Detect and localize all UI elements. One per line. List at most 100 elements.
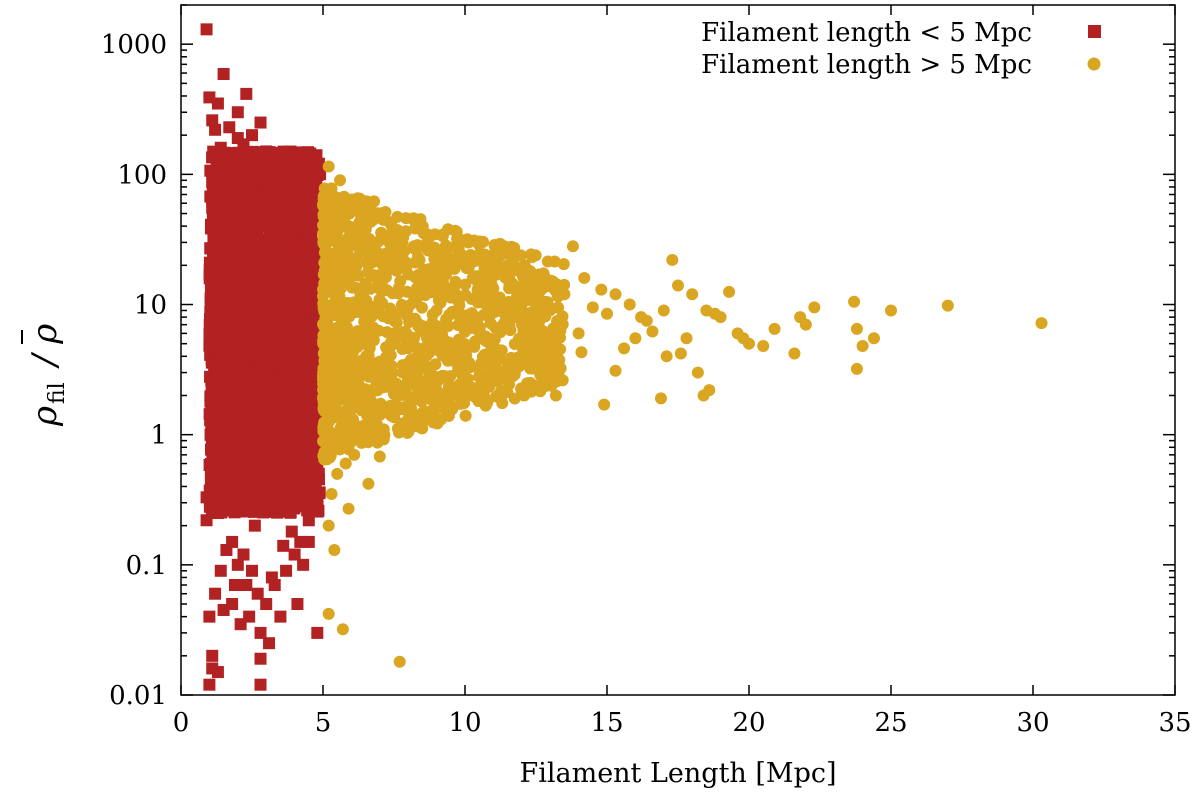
data-point-series-1-2609 xyxy=(209,123,222,136)
data-point-series-2-1283 xyxy=(322,382,335,395)
data-point-series-1-2535 xyxy=(204,292,217,305)
data-point-series-2-991 xyxy=(473,238,486,251)
data-point-series-1-2579 xyxy=(238,204,251,217)
data-point-series-2-1156 xyxy=(376,252,389,265)
data-point-series-2-1091 xyxy=(317,284,330,297)
data-point-series-2-1351 xyxy=(598,398,611,411)
data-point-series-1-2504 xyxy=(275,406,288,419)
data-point-series-1-2646 xyxy=(302,535,315,548)
data-point-series-2-1237 xyxy=(336,235,349,248)
data-point-series-1-2536 xyxy=(235,292,248,305)
data-point-series-2-1233 xyxy=(351,340,364,353)
data-point-series-1-2043 xyxy=(259,326,272,339)
data-point-series-1-2534 xyxy=(255,171,268,184)
data-point-series-1-2555 xyxy=(271,252,284,265)
data-point-series-2-1246 xyxy=(429,358,442,371)
data-point-series-2-1314 xyxy=(447,259,460,272)
data-point-series-1-2481 xyxy=(205,423,218,436)
data-point-series-2-1249 xyxy=(470,291,483,304)
data-point-series-2-1212 xyxy=(330,404,343,417)
data-point-series-1-2527 xyxy=(220,470,233,483)
data-point-series-1-2541 xyxy=(238,368,251,381)
data-point-series-2-1388 xyxy=(618,342,631,355)
data-point-series-2-1231 xyxy=(337,265,350,278)
data-point-series-2-1302 xyxy=(322,197,335,210)
data-point-series-2-816 xyxy=(483,380,496,393)
data-point-series-1-2479 xyxy=(241,264,254,277)
data-point-series-2-993 xyxy=(447,381,460,394)
data-point-series-2-1104 xyxy=(481,396,494,409)
data-point-series-2-1346 xyxy=(941,299,954,312)
data-point-series-1-2663 xyxy=(277,539,290,552)
data-point-series-2-1282 xyxy=(394,388,407,401)
data-point-series-1-2624 xyxy=(311,496,324,509)
data-point-series-1-2643 xyxy=(263,637,276,650)
data-point-series-1-2351 xyxy=(269,205,282,218)
plot-frame xyxy=(180,4,1176,696)
data-point-series-1-2528 xyxy=(230,233,243,246)
data-point-series-1-2566 xyxy=(207,328,220,341)
data-point-series-2-1290 xyxy=(353,325,366,338)
data-point-series-1-2607 xyxy=(254,116,267,129)
data-point-series-2-1329 xyxy=(672,279,684,292)
data-point-series-2-1221 xyxy=(317,373,330,386)
data-point-series-2-1240 xyxy=(338,366,351,379)
data-point-series-1-2421 xyxy=(222,212,235,225)
y-axis-title: ρ fil / ρ xyxy=(21,324,70,427)
data-point-series-1-2648 xyxy=(254,652,267,665)
data-point-series-1-2410 xyxy=(262,271,275,284)
data-point-series-2-1169 xyxy=(317,329,330,342)
data-point-series-2-1393 xyxy=(799,318,812,331)
data-point-series-2-1396 xyxy=(476,332,489,345)
data-point-series-2-1245 xyxy=(427,407,440,420)
data-point-series-2-1086 xyxy=(439,239,452,252)
data-point-series-2-1406 xyxy=(490,348,503,361)
data-point-series-2-1244 xyxy=(483,304,496,317)
data-point-series-2-1330 xyxy=(686,288,699,301)
data-point-series-1-2574 xyxy=(205,382,218,395)
x-tick-label-0: 0 xyxy=(173,708,190,738)
data-point-series-2-1222 xyxy=(442,223,455,236)
data-point-series-1-2635 xyxy=(217,603,230,616)
data-point-series-2-1377 xyxy=(629,332,642,345)
data-point-series-1-2551 xyxy=(240,392,253,405)
data-point-series-1-2244 xyxy=(251,309,264,322)
data-point-series-2-1284 xyxy=(322,440,335,453)
data-point-series-1-2590 xyxy=(226,414,239,427)
data-point-series-2-1369 xyxy=(336,623,349,636)
data-point-series-1-2664 xyxy=(237,548,250,561)
data-point-series-1-2654 xyxy=(285,525,298,538)
data-point-series-2-1291 xyxy=(319,312,332,325)
data-point-series-2-1333 xyxy=(723,285,736,298)
data-point-series-1-2603 xyxy=(240,87,253,100)
data-point-series-1-2550 xyxy=(206,319,219,332)
data-point-series-2-1344 xyxy=(867,332,880,345)
data-point-series-1-2287 xyxy=(299,149,312,162)
data-point-series-1-2657 xyxy=(200,491,213,504)
data-point-series-2-1316 xyxy=(481,253,494,266)
data-point-series-2-1208 xyxy=(361,256,374,269)
data-point-series-1-2652 xyxy=(231,558,244,571)
data-point-series-2-1066 xyxy=(385,399,398,412)
data-point-series-1-2637 xyxy=(203,610,216,623)
data-point-series-1-2320 xyxy=(222,504,235,517)
data-point-series-1-2486 xyxy=(216,251,229,264)
data-point-series-2-1020 xyxy=(492,389,505,402)
data-point-series-2-1199 xyxy=(456,314,469,327)
data-point-series-1-2500 xyxy=(307,427,320,440)
data-point-series-1-2517 xyxy=(303,397,316,410)
data-point-series-2-1007 xyxy=(438,369,451,382)
data-point-series-2-1271 xyxy=(528,360,541,373)
data-point-series-1-2449 xyxy=(246,449,259,462)
data-point-series-1-2543 xyxy=(249,486,262,499)
data-point-series-1-2588 xyxy=(265,480,278,493)
data-point-series-1-2394 xyxy=(225,323,238,336)
data-point-series-2-1320 xyxy=(547,275,560,288)
data-point-series-1-2252 xyxy=(209,369,222,382)
data-point-series-1-2606 xyxy=(206,114,219,127)
data-point-series-1-2183 xyxy=(224,192,237,205)
data-point-series-1-2483 xyxy=(266,299,279,312)
data-point-series-2-1081 xyxy=(368,405,381,418)
data-point-series-2-1072 xyxy=(381,352,394,365)
y-tick-label-1000: 1000 xyxy=(101,30,167,60)
